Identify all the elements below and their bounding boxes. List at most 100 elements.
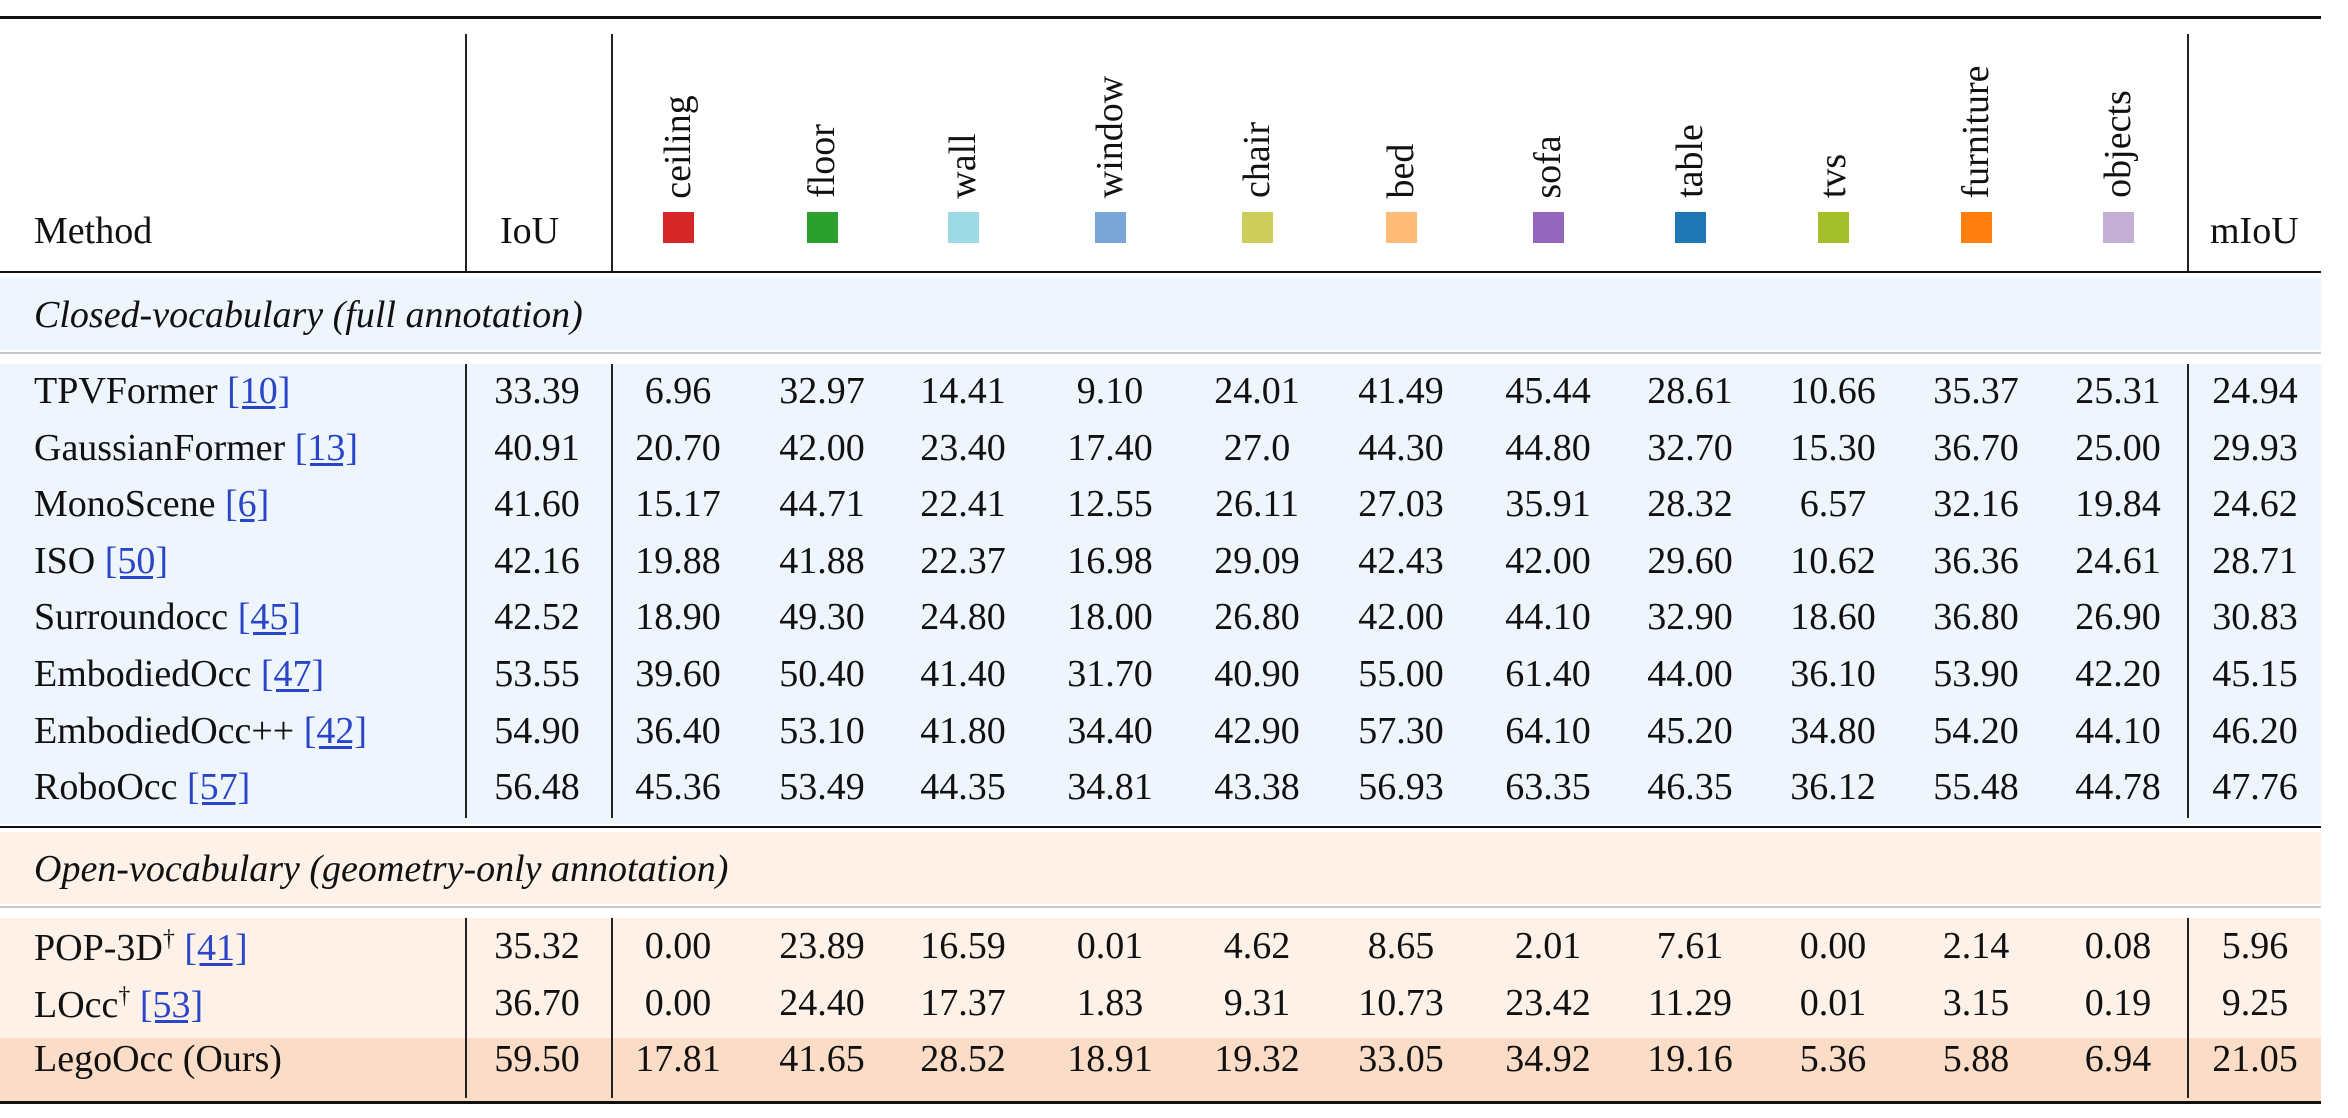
citation-link[interactable]: [47] xyxy=(260,653,325,695)
class-value-furniture: 2.14 xyxy=(1942,925,2010,967)
open-vocab-band xyxy=(0,832,2321,904)
section-rule-2 xyxy=(0,906,2321,908)
citation-link[interactable]: [6] xyxy=(225,483,270,526)
class-value-tvs: 10.66 xyxy=(1790,370,1876,412)
vline-iou-s1 xyxy=(611,364,613,818)
class-value-chair: 26.11 xyxy=(1214,483,1300,526)
class-value-furniture: 53.90 xyxy=(1933,653,2019,695)
class-value-window: 18.00 xyxy=(1067,596,1153,639)
iou-value: 59.50 xyxy=(494,1038,580,1081)
miou-value: 21.05 xyxy=(2212,1038,2298,1081)
class-header-bed: bed xyxy=(1380,143,1422,198)
class-value-sofa: 45.44 xyxy=(1505,370,1591,412)
vline-miou-s1 xyxy=(2187,364,2189,818)
class-value-ceiling: 15.17 xyxy=(635,483,721,526)
method-label: GaussianFormer xyxy=(34,426,286,469)
method-label: Surroundocc xyxy=(34,596,229,639)
class-value-furniture: 55.48 xyxy=(1933,766,2019,809)
class-value-sofa: 42.00 xyxy=(1505,539,1591,582)
class-value-window: 17.40 xyxy=(1067,426,1153,469)
class-swatch-chair xyxy=(1242,212,1273,243)
class-value-window: 16.98 xyxy=(1067,539,1153,582)
class-value-table: 28.32 xyxy=(1647,483,1733,526)
iou-value: 56.48 xyxy=(494,766,580,809)
method-label: LOcc xyxy=(34,983,119,1026)
section-title: Closed-vocabulary (full annotation) xyxy=(34,294,583,336)
class-value-ceiling: 39.60 xyxy=(635,653,721,695)
class-swatch-furniture xyxy=(1961,212,1992,243)
iou-value: 36.70 xyxy=(494,981,580,1024)
section-title: Open-vocabulary (geometry-only annotatio… xyxy=(34,848,729,890)
class-value-chair: 26.80 xyxy=(1214,596,1300,639)
iou-value: 35.32 xyxy=(494,925,580,967)
citation-link[interactable]: [50] xyxy=(104,539,169,582)
class-header-furniture: furniture xyxy=(1955,65,1997,198)
class-value-bed: 10.73 xyxy=(1358,981,1444,1024)
class-header-window: window xyxy=(1089,75,1131,199)
citation-link[interactable]: [13] xyxy=(294,426,358,469)
class-value-window: 9.10 xyxy=(1076,370,1144,412)
class-value-tvs: 18.60 xyxy=(1790,596,1876,639)
citation-link[interactable]: [42] xyxy=(303,709,368,752)
class-header-chair: chair xyxy=(1236,122,1278,198)
miou-value: 24.94 xyxy=(2212,370,2298,412)
class-value-floor: 53.10 xyxy=(779,709,865,752)
class-value-window: 31.70 xyxy=(1067,653,1153,695)
class-value-wall: 41.80 xyxy=(920,709,1006,752)
class-value-wall: 22.41 xyxy=(920,483,1006,526)
vline-miou-s2 xyxy=(2187,918,2189,1098)
class-header-tvs: tvs xyxy=(1812,153,1854,199)
vline-method-s2 xyxy=(465,918,467,1098)
class-value-window: 18.91 xyxy=(1067,1038,1153,1081)
citation-link[interactable]: [53] xyxy=(139,983,204,1026)
vline-iou-s2 xyxy=(611,918,613,1098)
ours-row-band xyxy=(0,1038,2321,1102)
class-header-objects: objects xyxy=(2097,90,2139,198)
class-value-floor: 49.30 xyxy=(779,596,865,639)
class-value-sofa: 34.92 xyxy=(1505,1038,1591,1081)
method-label: POP-3D xyxy=(34,927,163,969)
miou-value: 29.93 xyxy=(2212,426,2298,469)
class-swatch-tvs xyxy=(1818,212,1849,243)
class-header-ceiling: ceiling xyxy=(657,94,699,199)
iou-value: 33.39 xyxy=(494,370,580,412)
class-value-bed: 42.00 xyxy=(1358,596,1444,639)
citation-link[interactable]: [41] xyxy=(184,927,248,969)
class-value-chair: 19.32 xyxy=(1214,1038,1300,1081)
method-name: LOcc† [53] xyxy=(34,984,203,1024)
class-value-chair: 24.01 xyxy=(1214,370,1300,412)
class-value-wall: 16.59 xyxy=(920,925,1006,967)
class-value-furniture: 3.15 xyxy=(1942,981,2010,1024)
class-value-window: 12.55 xyxy=(1067,483,1153,526)
method-name: EmbodiedOcc++ [42] xyxy=(34,712,367,750)
class-header-floor: floor xyxy=(801,124,843,198)
class-value-window: 34.40 xyxy=(1067,709,1153,752)
class-swatch-sofa xyxy=(1533,212,1564,243)
class-header-sofa: sofa xyxy=(1527,134,1569,199)
citation-link[interactable]: [45] xyxy=(237,596,301,639)
citation-link[interactable]: [10] xyxy=(227,370,291,412)
method-name: POP-3D† [41] xyxy=(34,927,248,967)
class-value-sofa: 35.91 xyxy=(1505,483,1591,526)
method-label: RoboOcc xyxy=(34,766,178,809)
class-value-tvs: 5.36 xyxy=(1799,1038,1867,1081)
citation-link[interactable]: [57] xyxy=(187,766,251,809)
class-value-window: 0.01 xyxy=(1076,925,1144,967)
class-value-bed: 56.93 xyxy=(1358,766,1444,809)
class-value-floor: 23.89 xyxy=(779,925,865,967)
dagger-mark: † xyxy=(162,926,175,952)
class-value-furniture: 36.70 xyxy=(1933,426,2019,469)
iou-value: 42.52 xyxy=(494,596,580,639)
class-value-furniture: 35.37 xyxy=(1933,370,2019,412)
miou-value: 9.25 xyxy=(2221,981,2289,1024)
method-header: Method xyxy=(34,210,153,252)
class-value-bed: 41.49 xyxy=(1358,370,1444,412)
class-value-objects: 0.19 xyxy=(2084,981,2152,1024)
class-value-table: 28.61 xyxy=(1647,370,1733,412)
class-value-wall: 17.37 xyxy=(920,981,1006,1024)
class-value-furniture: 54.20 xyxy=(1933,709,2019,752)
miou-value: 47.76 xyxy=(2212,766,2298,809)
iou-header: IoU xyxy=(500,210,560,252)
closed-vocab-band xyxy=(0,278,2321,350)
method-name: ISO [50] xyxy=(34,542,168,580)
